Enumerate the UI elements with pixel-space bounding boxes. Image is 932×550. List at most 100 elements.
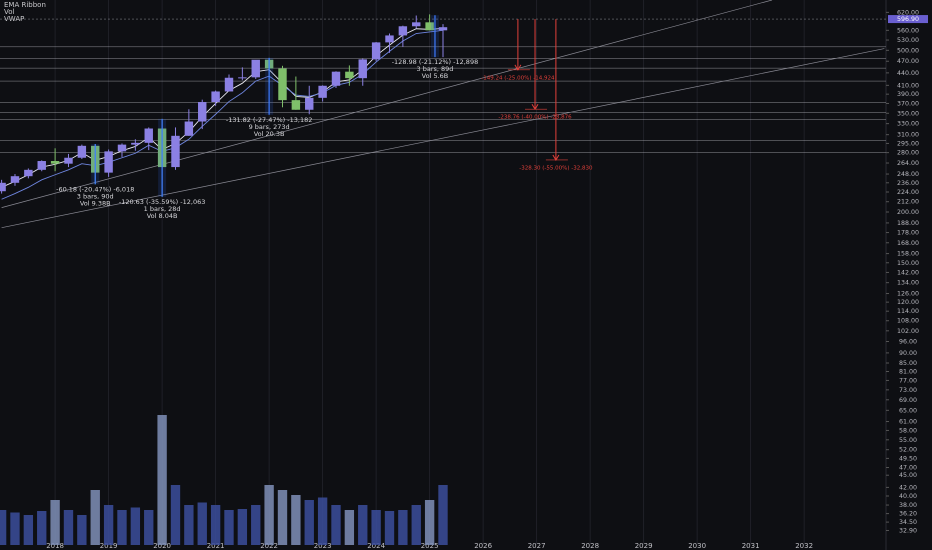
y-tick-label: 65.00 — [899, 407, 917, 414]
volume-bar — [424, 500, 435, 545]
y-tick-label: 114.00 — [897, 308, 919, 315]
candle-body — [0, 182, 6, 192]
y-tick-label: 85.00 — [899, 360, 917, 367]
trendline — [1, 48, 885, 229]
candle-body — [385, 35, 394, 43]
y-tick-label: 224.00 — [897, 189, 919, 196]
candle-body — [238, 77, 247, 79]
volume-bar — [170, 485, 181, 545]
x-tick-label: 2031 — [742, 542, 760, 550]
y-tick-label: 77.00 — [899, 377, 917, 384]
candle-body — [64, 157, 73, 164]
x-tick-label: 2027 — [528, 542, 546, 550]
candle-body — [37, 161, 46, 170]
y-tick-label: 350.00 — [897, 110, 919, 117]
y-tick-label: 49.50 — [899, 455, 917, 462]
volume-bar — [237, 509, 248, 545]
y-tick-label: 47.00 — [899, 465, 917, 472]
volume-bar — [130, 507, 141, 545]
y-tick-label: 212.00 — [897, 199, 919, 206]
volume-bar — [251, 505, 261, 545]
candle-body — [425, 22, 434, 31]
measure-label: -60.18 (-20.47%) -6,018 — [56, 185, 134, 193]
x-tick-label: 2023 — [314, 542, 332, 550]
volume-bar — [384, 511, 395, 545]
candle-body — [345, 71, 354, 79]
y-tick-label: 96.00 — [899, 339, 917, 346]
candle-body — [77, 145, 87, 158]
x-tick-label: 2022 — [260, 542, 278, 550]
projection-label: -238.76 (-40.00%) -23,876 — [498, 115, 572, 121]
x-tick-label: 2026 — [474, 542, 492, 550]
candle-body — [318, 85, 327, 98]
candle-body — [117, 144, 127, 152]
price-label: 596.90 — [897, 16, 919, 23]
volume-bar — [117, 510, 127, 545]
y-tick-label: 90.00 — [899, 350, 917, 357]
volume-bar — [157, 415, 167, 545]
volume-bar — [184, 505, 194, 545]
candle-body — [184, 121, 194, 136]
measure-label: 9 bars, 273d — [249, 123, 290, 131]
volume-bar — [90, 490, 100, 545]
volume-bar — [398, 510, 408, 545]
measure-label: -128.98 (-21.12%) -12,898 — [392, 58, 479, 66]
volume-bar — [10, 512, 20, 545]
volume-bar — [224, 510, 234, 545]
volume-bar — [210, 505, 221, 545]
x-tick-label: 2018 — [46, 542, 64, 550]
volume-bar — [438, 485, 448, 545]
volume-bar — [264, 485, 274, 545]
candle-body — [211, 91, 220, 103]
volume-bar — [277, 490, 288, 545]
candle-body — [305, 97, 314, 110]
y-tick-label: 38.00 — [899, 502, 917, 509]
x-tick-label: 2021 — [207, 542, 225, 550]
y-tick-label: 310.00 — [897, 132, 919, 139]
y-tick-label: 178.00 — [897, 230, 919, 237]
candle-body — [131, 142, 140, 145]
y-tick-label: 330.00 — [897, 121, 919, 128]
y-tick-label: 560.00 — [897, 27, 919, 34]
candle-body — [10, 176, 20, 183]
legend-item: Vol — [4, 8, 15, 16]
y-tick-label: 390.00 — [897, 91, 919, 98]
y-tick-label: 73.00 — [899, 387, 917, 394]
x-tick-label: 2020 — [153, 542, 171, 550]
y-tick-label: 55.00 — [899, 437, 917, 444]
volume-bar — [50, 500, 60, 545]
measure-label: Vol 9.38B — [80, 199, 111, 207]
volume-bar — [304, 500, 314, 545]
candle-body — [251, 59, 260, 78]
x-tick-label: 2029 — [635, 542, 653, 550]
y-tick-label: 81.00 — [899, 368, 917, 375]
candle-body — [198, 102, 207, 122]
y-tick-label: 158.00 — [897, 251, 919, 258]
measure-label: 1 bars, 28d — [144, 205, 181, 213]
y-tick-label: 500.00 — [897, 47, 919, 54]
volume-bar — [358, 505, 368, 545]
y-tick-label: 32.90 — [899, 527, 917, 534]
x-tick-label: 2024 — [367, 542, 385, 550]
y-tick-label: 200.00 — [897, 209, 919, 216]
candle-body — [331, 71, 341, 86]
y-tick-label: 150.00 — [897, 260, 919, 267]
y-tick-label: 52.00 — [899, 447, 917, 454]
candle-body — [171, 135, 180, 168]
x-tick-label: 2019 — [100, 542, 118, 550]
candle-body — [278, 68, 287, 101]
y-tick-label: 134.00 — [897, 280, 919, 287]
candle-body — [291, 100, 301, 110]
y-tick-label: 108.00 — [897, 318, 919, 325]
x-tick-label: 2025 — [421, 542, 439, 550]
y-tick-label: 126.00 — [897, 291, 919, 298]
y-tick-label: 440.00 — [897, 70, 919, 77]
y-tick-label: 34.50 — [899, 519, 917, 526]
y-tick-label: 168.00 — [897, 240, 919, 247]
measure-label: -120.63 (-35.59%) -12,063 — [119, 198, 206, 206]
candle-body — [438, 27, 448, 31]
x-tick-label: 2028 — [581, 542, 599, 550]
volume-bar — [344, 510, 355, 545]
